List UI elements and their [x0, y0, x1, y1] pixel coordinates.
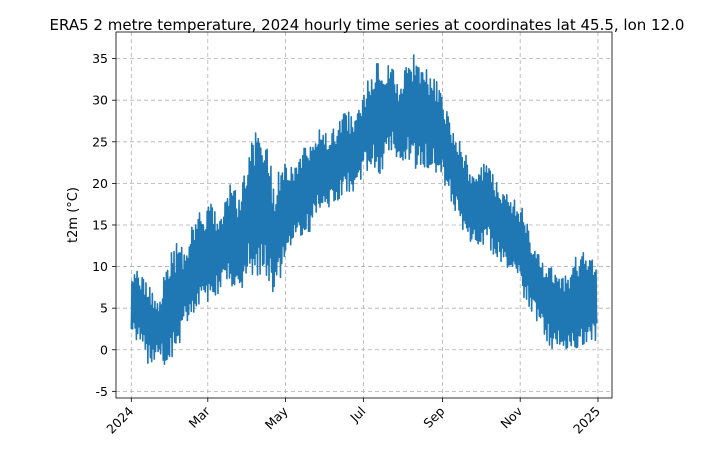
x-tick-label: 2024: [103, 403, 136, 436]
series-layer: [130, 54, 598, 365]
x-tick-label: Sep: [420, 403, 447, 430]
y-axis: -5 0 5 10 15 20 25 30 35: [92, 51, 116, 399]
y-tick-label: -5: [96, 384, 108, 399]
y-axis-label: t2m (°C): [66, 187, 81, 243]
x-tick-label: Mar: [186, 403, 214, 431]
y-tick-label: 10: [92, 259, 108, 274]
y-tick-label: 15: [92, 217, 108, 232]
x-axis: 2024 Mar May Jul Sep Nov 2025: [103, 398, 603, 437]
y-tick-label: 35: [92, 51, 108, 66]
y-tick-label: 30: [92, 93, 108, 108]
y-tick-label: 25: [92, 134, 108, 149]
x-tick-label: May: [262, 403, 291, 432]
t2m-series-line: [130, 54, 598, 365]
x-tick-label: 2025: [570, 404, 603, 437]
x-tick-label: Nov: [497, 403, 525, 431]
x-tick-label: Jul: [346, 404, 368, 426]
y-tick-label: 20: [92, 176, 108, 191]
y-tick-label: 0: [100, 342, 108, 357]
chart-title: ERA5 2 metre temperature, 2024 hourly ti…: [50, 16, 685, 34]
y-tick-label: 5: [100, 301, 108, 316]
plot-frame: [115, 31, 613, 399]
grid-layer: [116, 32, 612, 398]
